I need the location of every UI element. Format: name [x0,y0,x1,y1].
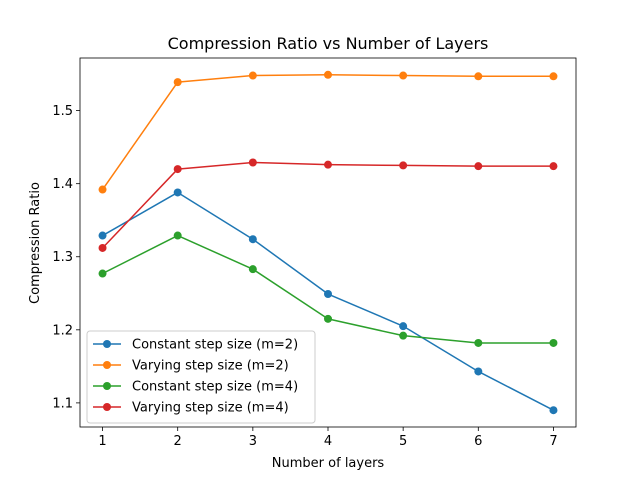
series-4-point [98,243,107,252]
series-2-point [173,78,182,87]
series-3-point [98,269,107,278]
series-1-point [248,235,257,244]
x-tick-label: 6 [474,434,482,449]
legend-marker [103,382,111,390]
x-tick-label: 1 [98,434,106,449]
series-1-point [173,188,182,197]
x-tick-label: 2 [174,434,182,449]
plot-area: 1 2 3 4 5 6 7 1.1 1.2 1.3 1.4 1.5 Constant step size… [52,57,577,449]
y-tick-label: 1.1 [52,396,73,411]
legend-label: Constant step size (m=2) [132,338,298,353]
y-tick-label: 1.4 [52,177,73,192]
x-tick-label: 4 [324,434,332,449]
series-3-point [324,314,332,323]
series-2-point [248,71,257,80]
y-tick-label: 1.2 [52,323,73,338]
series-1-point [324,290,332,299]
series-2-point [474,72,483,81]
y-tick-label: 1.3 [52,250,73,265]
legend-label: Varying step size (m=2) [132,359,289,374]
legend-marker [103,403,111,411]
x-tick-label: 5 [399,434,407,449]
series-2-point [324,70,332,79]
series-3-point [549,338,558,347]
series-1-point [399,322,408,331]
y-axis-label: Compression Ratio [28,182,43,304]
series-2-point [399,71,408,80]
x-tick-label: 7 [549,434,557,449]
series-4-point [173,165,182,174]
legend-label: Constant step size (m=4) [132,380,298,395]
legend-box [86,330,316,424]
series-3-point [474,338,483,347]
legend-marker [103,340,111,348]
x-axis-label: Number of layers [272,456,385,471]
y-tick-label: 1.5 [52,104,73,119]
series-2-point [549,72,558,81]
series-4-point [324,160,332,169]
series-4-point [474,162,483,171]
series-4-point [549,162,558,171]
series-3-point [399,331,408,340]
series-2-point [98,185,107,194]
legend: Constant step size (m=2) Varying step siz… [86,330,316,424]
chart-title: Compression Ratio vs Number of Layers [168,34,489,53]
series-4-point [399,161,408,170]
series-3-point [248,265,257,274]
series-4-point [248,158,257,167]
legend-label: Varying step size (m=4) [132,401,289,416]
series-1-point [98,231,107,240]
series-3-point [173,231,182,240]
legend-marker [103,361,111,369]
series-1-point [474,367,483,376]
series-1-point [549,406,558,415]
x-tick-label: 3 [249,434,257,449]
